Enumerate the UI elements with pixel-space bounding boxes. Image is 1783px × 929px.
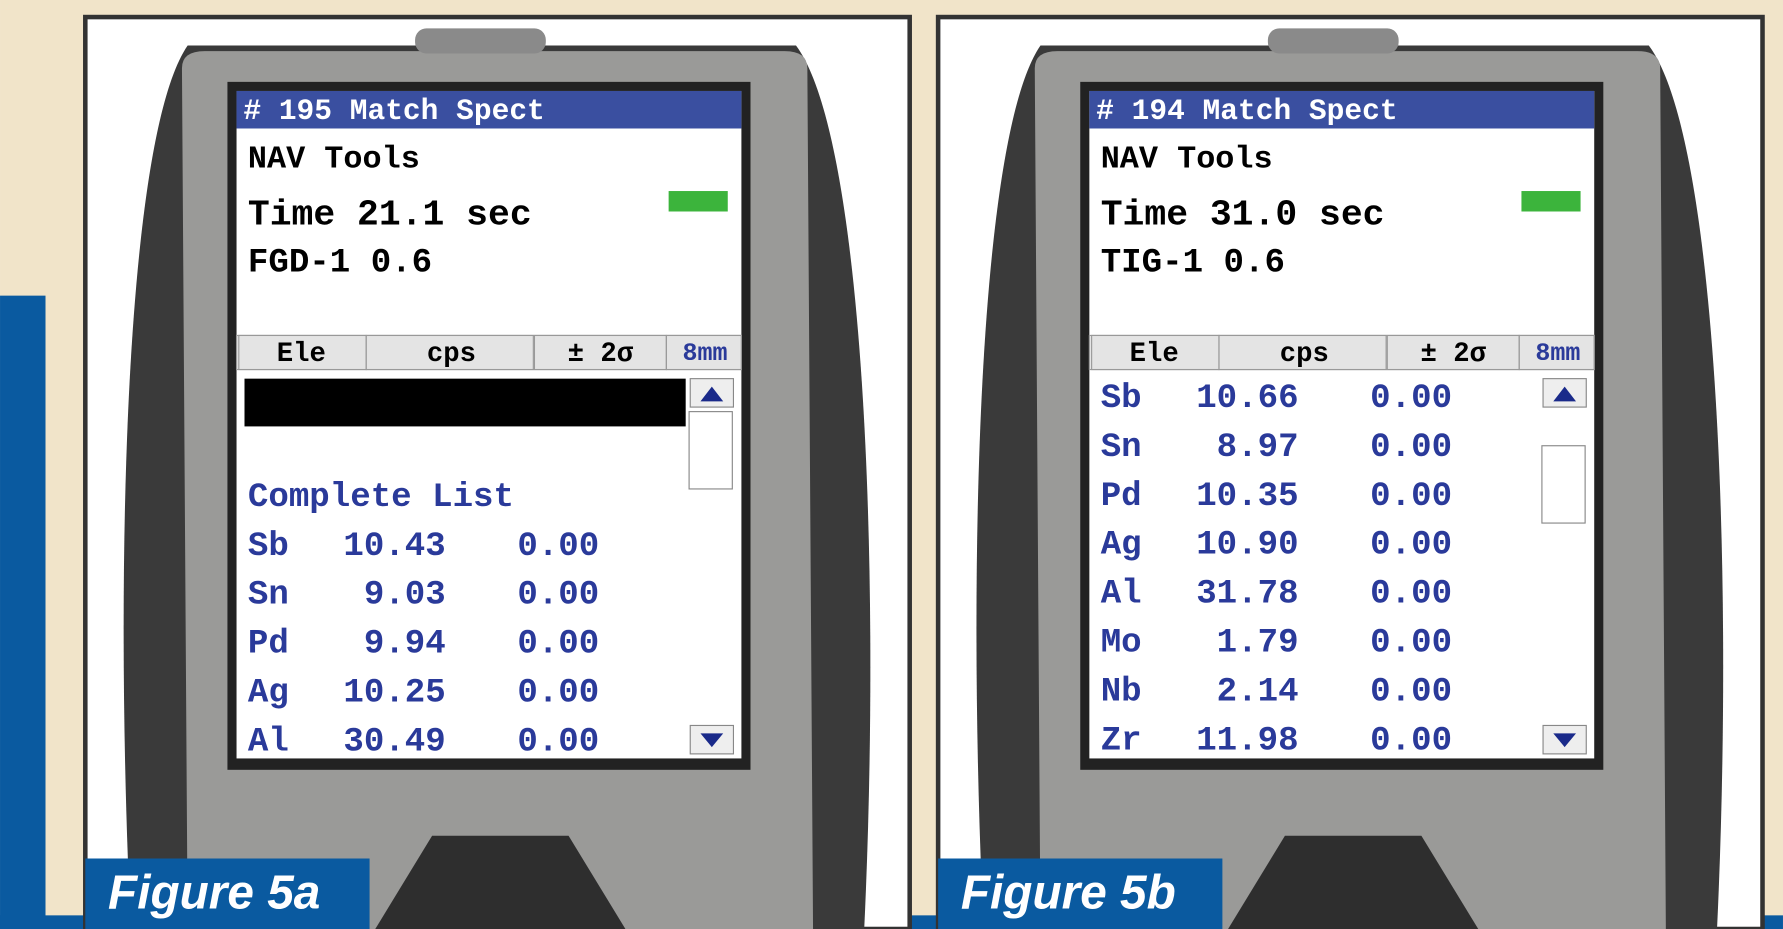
- column-header: Ele: [1130, 339, 1179, 370]
- column-header-bar: [235, 334, 742, 371]
- cps: 10.43: [343, 528, 445, 566]
- element: Pd: [248, 626, 289, 664]
- screen: [1089, 90, 1595, 759]
- column-header: cps: [1280, 339, 1329, 370]
- error: 0.00: [1370, 380, 1452, 418]
- reading: TIG-1 0.6: [1101, 245, 1285, 283]
- scroll-thumb: [688, 411, 733, 490]
- nav-pad: [1228, 835, 1479, 929]
- error: 0.00: [1370, 722, 1452, 760]
- error: 0.00: [1370, 478, 1452, 516]
- cps: 2.14: [1217, 673, 1299, 711]
- battery: [1521, 191, 1581, 212]
- list-header: Complete List: [248, 479, 514, 517]
- element: Al: [248, 723, 289, 761]
- error: 0.00: [517, 723, 599, 761]
- error: 0.00: [517, 577, 599, 615]
- column-header: 8mm: [1535, 339, 1580, 368]
- time: Time 21.1 sec: [248, 195, 532, 236]
- cps: 10.25: [343, 675, 445, 713]
- error: 0.00: [1370, 576, 1452, 614]
- element: Ag: [248, 675, 289, 713]
- column-header: cps: [427, 339, 476, 370]
- cps: 11.98: [1196, 722, 1298, 760]
- column-header: ± 2σ: [1420, 339, 1486, 370]
- column-header: ± 2σ: [568, 339, 634, 370]
- figure-label: Figure 5b: [961, 867, 1176, 920]
- side-bar: [0, 295, 46, 929]
- speaker: [1267, 28, 1399, 54]
- column-header: Ele: [277, 339, 326, 370]
- figure-label: Figure 5a: [108, 867, 320, 920]
- figure-label-box: [85, 858, 370, 929]
- cps: 10.66: [1196, 380, 1298, 418]
- element: Sn: [1101, 429, 1142, 467]
- arrow-up: [1553, 386, 1577, 402]
- column-header: 8mm: [683, 339, 728, 368]
- nav-pad: [375, 835, 626, 929]
- selection-bar: [244, 378, 686, 427]
- arrow-up: [700, 386, 724, 402]
- arrow-down: [700, 733, 724, 748]
- title-bar: [1089, 90, 1595, 129]
- element: Pd: [1101, 478, 1142, 516]
- title-bar: [236, 90, 742, 129]
- battery: [668, 191, 728, 212]
- element: Sn: [248, 577, 289, 615]
- arrow-down: [1553, 733, 1577, 748]
- element: Zr: [1101, 722, 1142, 760]
- element: Sb: [248, 528, 289, 566]
- error: 0.00: [517, 675, 599, 713]
- figure-label-box: [938, 858, 1223, 929]
- cps: 9.03: [364, 577, 446, 615]
- error: 0.00: [517, 626, 599, 664]
- window-title: # 195 Match Spect: [243, 94, 544, 128]
- error: 0.00: [1370, 527, 1452, 565]
- error: 0.00: [1370, 624, 1452, 662]
- speaker: [415, 28, 546, 54]
- cps: 1.79: [1217, 624, 1299, 662]
- error: 0.00: [1370, 429, 1452, 467]
- cps: 8.97: [1217, 429, 1299, 467]
- scroll-thumb: [1541, 445, 1586, 524]
- column-cell: [365, 334, 534, 371]
- cps: 10.90: [1196, 527, 1298, 565]
- app-name: NAV Tools: [248, 142, 420, 178]
- error: 0.00: [517, 528, 599, 566]
- scroll-down: [689, 724, 735, 755]
- window-title: # 194 Match Spect: [1096, 94, 1397, 128]
- element: Sb: [1101, 380, 1142, 418]
- scrollbar-track: [1539, 375, 1588, 757]
- element: Mo: [1101, 624, 1142, 662]
- column-cell: [1218, 334, 1387, 371]
- cps: 31.78: [1196, 576, 1298, 614]
- element: Al: [1101, 576, 1142, 614]
- cps: 30.49: [343, 723, 445, 761]
- cps: 9.94: [364, 626, 446, 664]
- element: Ag: [1101, 527, 1142, 565]
- cps: 10.35: [1196, 478, 1298, 516]
- reading: FGD-1 0.6: [248, 245, 432, 283]
- scroll-up: [1542, 378, 1587, 408]
- column-cell: [1518, 334, 1595, 371]
- column-cell: [665, 334, 742, 371]
- time: Time 31.0 sec: [1101, 195, 1385, 236]
- app-name: NAV Tools: [1101, 142, 1273, 178]
- element: Nb: [1101, 673, 1142, 711]
- error: 0.00: [1370, 673, 1452, 711]
